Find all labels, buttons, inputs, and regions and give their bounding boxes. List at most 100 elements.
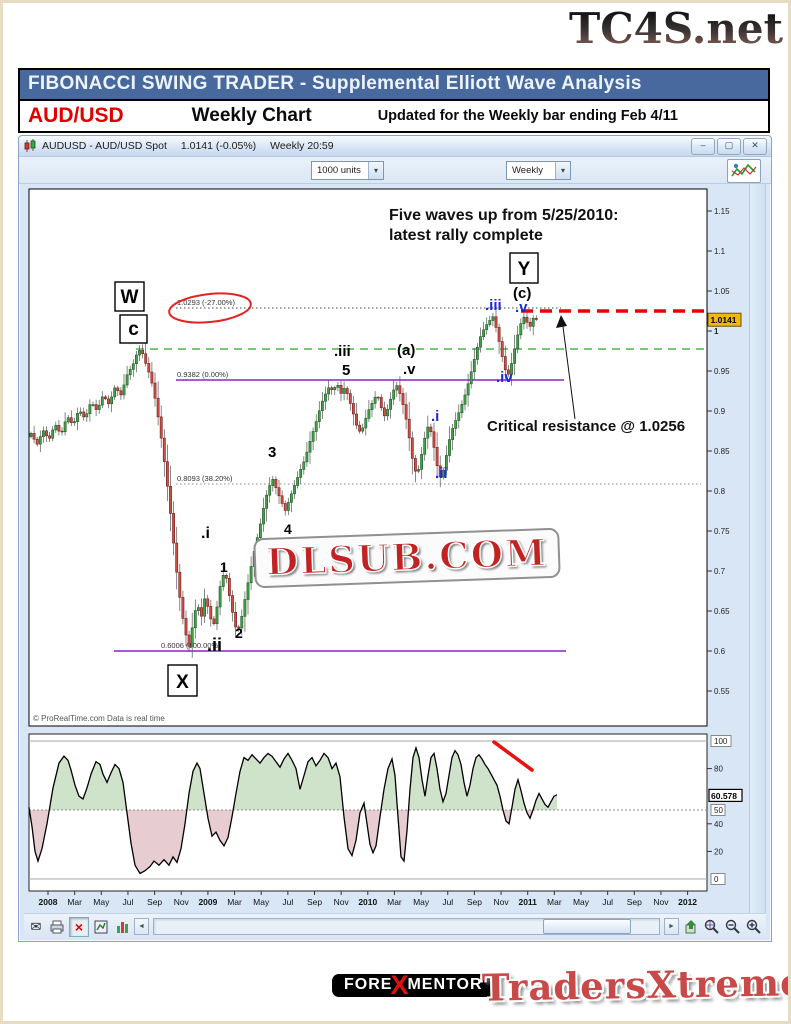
date-tick: Mar bbox=[67, 897, 82, 907]
fib-label: 0.8093 (38.20%) bbox=[177, 474, 233, 483]
banner-title: FIBONACCI SWING TRADER - Supplemental El… bbox=[20, 70, 768, 99]
copyright-label: © ProRealTime.com Data is real time bbox=[33, 714, 165, 723]
window-titlebar[interactable]: AUDUSD - AUD/USD Spot 1.0141 (-0.05%) We… bbox=[19, 136, 771, 157]
osc-tick-boxed: 50 bbox=[714, 806, 723, 815]
wave-label: .i bbox=[201, 525, 210, 542]
tradersxtreme-logo: TradersXtreme.com bbox=[481, 958, 791, 1010]
maximize-button[interactable]: ▢ bbox=[717, 137, 741, 155]
updated-label: Updated for the Weekly bar ending Feb 4/… bbox=[377, 108, 678, 124]
window-toolbar: 1000 units ▾ Weekly ▾ bbox=[19, 157, 771, 184]
date-tick: Jul bbox=[602, 897, 613, 907]
price-tick: 1.1 bbox=[714, 247, 726, 256]
oscillator-fill-below bbox=[29, 810, 557, 874]
wave-label: (a) bbox=[397, 342, 415, 359]
chart-type-label: Weekly Chart bbox=[191, 105, 312, 126]
wave-label-blue: .ii bbox=[435, 465, 448, 482]
wave-label: .ii bbox=[207, 635, 222, 655]
wave-label: 3 bbox=[268, 444, 276, 461]
chart-content: 1.0293 (-27.00%) 0.9382 (0.00%) 0.8093 (38… bbox=[19, 183, 771, 918]
indicator-bars-icon[interactable] bbox=[113, 918, 131, 936]
date-tick: May bbox=[253, 897, 270, 907]
date-tick: Nov bbox=[174, 897, 190, 907]
candles-group bbox=[29, 305, 538, 658]
date-tick: May bbox=[413, 897, 430, 907]
wave-box bbox=[509, 252, 539, 284]
wave-label: 1 bbox=[220, 559, 228, 575]
wave-label-blue: .iv bbox=[496, 369, 513, 386]
horizontal-scrollbar[interactable] bbox=[153, 918, 660, 935]
scroll-left-arrow[interactable]: ◄ bbox=[134, 918, 149, 935]
chevron-down-icon[interactable]: ▾ bbox=[368, 162, 383, 179]
zoom-out-icon[interactable] bbox=[724, 918, 742, 936]
date-tick: Jul bbox=[442, 897, 453, 907]
tc4s-watermark: TC4S.net bbox=[568, 4, 783, 53]
osc-value-tag bbox=[708, 788, 743, 803]
annotation-arrow bbox=[561, 318, 576, 420]
price-tick: 0.65 bbox=[714, 607, 730, 616]
window-title: AUDUSD - AUD/USD Spot 1.0141 (-0.05%) We… bbox=[42, 140, 334, 152]
price-tick: 1.05 bbox=[714, 287, 730, 296]
pointer-tool-icon[interactable] bbox=[682, 918, 700, 936]
period-dropdown[interactable]: Weekly ▾ bbox=[506, 161, 571, 180]
dlsub-watermark: DLSUB.COM bbox=[253, 527, 561, 589]
date-tick: 2010 bbox=[358, 897, 377, 907]
date-tick: Nov bbox=[653, 897, 669, 907]
osc-tick: 80 bbox=[714, 765, 723, 774]
svg-text:c: c bbox=[128, 319, 139, 340]
date-tick: Sep bbox=[307, 897, 322, 907]
date-tick: Jul bbox=[123, 897, 134, 907]
right-scroll-strip[interactable] bbox=[749, 183, 766, 918]
date-tick: 2009 bbox=[198, 897, 217, 907]
wave-box bbox=[167, 664, 198, 697]
annotation: Critical resistance @ 1.0256 bbox=[487, 418, 685, 435]
scrollbar-thumb[interactable] bbox=[542, 919, 631, 934]
scroll-right-arrow[interactable]: ► bbox=[664, 918, 679, 935]
price-tick: 0.9 bbox=[714, 407, 726, 416]
chart-window: AUDUSD - AUD/USD Spot 1.0141 (-0.05%) We… bbox=[18, 135, 772, 942]
date-tick: 2012 bbox=[678, 897, 697, 907]
date-tick: Mar bbox=[227, 897, 242, 907]
chart-style-button[interactable] bbox=[727, 159, 761, 183]
banner-subrow: AUD/USD Weekly Chart Updated for the Wee… bbox=[20, 99, 768, 131]
date-tick: Sep bbox=[467, 897, 482, 907]
candlestick-app-icon bbox=[24, 139, 36, 152]
pair-label: AUD/USD bbox=[28, 104, 124, 127]
annotation: latest rally complete bbox=[389, 227, 543, 244]
zoom-select-icon[interactable] bbox=[703, 918, 721, 936]
oscillator-fill-above bbox=[29, 747, 557, 810]
oscillator-line bbox=[28, 745, 558, 875]
osc-tick: 40 bbox=[714, 820, 723, 829]
date-tick: 2011 bbox=[518, 897, 537, 907]
fib-label: 1.0293 (-27.00%) bbox=[177, 298, 235, 307]
zoom-in-icon[interactable] bbox=[745, 918, 763, 936]
delete-drawing-icon[interactable]: × bbox=[69, 916, 89, 937]
highlight-ellipse bbox=[168, 292, 252, 324]
price-chart-canvas[interactable]: 1.0293 (-27.00%) 0.9382 (0.00%) 0.8093 (38… bbox=[19, 183, 749, 916]
date-tick: May bbox=[573, 897, 590, 907]
osc-tick: 20 bbox=[714, 847, 723, 856]
chevron-down-icon[interactable]: ▾ bbox=[555, 162, 570, 179]
wave-label: .v bbox=[403, 361, 416, 378]
date-tick: Mar bbox=[547, 897, 562, 907]
price-tick: 0.55 bbox=[714, 687, 730, 696]
wave-label-blue: .iii bbox=[485, 297, 502, 314]
print-icon[interactable] bbox=[48, 918, 66, 936]
svg-text:Y: Y bbox=[518, 259, 531, 280]
wave-label-blue: .v bbox=[515, 299, 528, 316]
close-button[interactable]: ✕ bbox=[743, 137, 767, 155]
mini-chart-icon bbox=[731, 163, 757, 177]
svg-text:W: W bbox=[121, 287, 139, 308]
date-tick: Jul bbox=[282, 897, 293, 907]
chart-settings-icon[interactable] bbox=[92, 918, 110, 936]
units-dropdown[interactable]: 1000 units ▾ bbox=[311, 161, 384, 180]
date-tick: Sep bbox=[627, 897, 642, 907]
fib-label: 0.9382 (0.00%) bbox=[177, 370, 229, 379]
date-tick: Mar bbox=[387, 897, 402, 907]
minimize-button[interactable]: – bbox=[691, 137, 715, 155]
email-icon[interactable]: ✉ bbox=[30, 918, 42, 934]
price-tick: 0.8 bbox=[714, 487, 726, 496]
wave-box bbox=[119, 314, 148, 344]
price-tick: 0.95 bbox=[714, 367, 730, 376]
osc-tick-boxed: 0 bbox=[714, 875, 719, 884]
date-tick: 2008 bbox=[39, 897, 58, 907]
